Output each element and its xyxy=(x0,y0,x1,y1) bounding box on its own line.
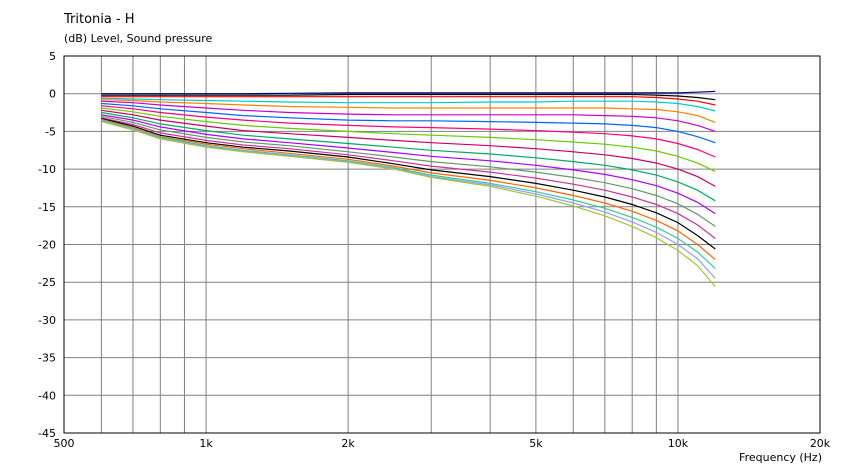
y-tick-label: -20 xyxy=(38,239,56,252)
series-line-12 xyxy=(101,114,716,215)
series-line-17 xyxy=(101,119,716,270)
y-tick-labels: 5 0 -5 -10 -15 -20 -25 -30 -35 -40 -45 xyxy=(38,50,56,440)
series-line-15 xyxy=(101,118,716,250)
x-tick-labels: 500 1k 2k 5k 10k 20k xyxy=(54,437,831,450)
x-tick-label: 1k xyxy=(199,437,213,450)
x-tick-label: 2k xyxy=(341,437,355,450)
y-tick-label: -25 xyxy=(38,276,56,289)
y-tick-label: -40 xyxy=(38,389,56,402)
series-line-1 xyxy=(101,90,716,95)
series-line-9 xyxy=(101,107,716,172)
grid xyxy=(64,56,820,433)
series-line-4 xyxy=(101,97,716,112)
series-line-7 xyxy=(101,102,716,144)
series-line-19 xyxy=(101,121,716,288)
series-line-10 xyxy=(101,109,716,187)
series-line-11 xyxy=(101,111,716,202)
plot-frame xyxy=(63,55,821,434)
y-tick-label: -15 xyxy=(38,201,56,214)
series-line-18 xyxy=(101,120,716,279)
series-line-2 xyxy=(101,93,716,101)
series-line-14 xyxy=(101,117,716,239)
y-tick-label: -45 xyxy=(38,427,56,440)
y-tick-label: -30 xyxy=(38,314,56,327)
series-lines xyxy=(101,90,716,288)
series-line-13 xyxy=(101,115,716,227)
x-tick-label: 10k xyxy=(668,437,689,450)
series-line-8 xyxy=(101,105,716,158)
y-tick-label: -10 xyxy=(38,163,56,176)
series-line-16 xyxy=(101,118,716,261)
y-tick-label: -5 xyxy=(45,125,56,138)
x-tick-label: 20k xyxy=(810,437,831,450)
x-axis-label: Frequency (Hz) xyxy=(739,451,822,464)
series-line-6 xyxy=(101,100,716,132)
y-tick-label: -35 xyxy=(38,352,56,365)
chart-title: Tritonia - H xyxy=(64,12,135,27)
series-line-3 xyxy=(101,96,716,106)
y-axis-label: (dB) Level, Sound pressure xyxy=(64,32,213,45)
y-tick-label: 5 xyxy=(49,50,56,63)
x-tick-label: 500 xyxy=(54,437,75,450)
series-line-5 xyxy=(101,99,716,123)
x-tick-label: 5k xyxy=(529,437,543,450)
y-tick-label: 0 xyxy=(49,88,56,101)
